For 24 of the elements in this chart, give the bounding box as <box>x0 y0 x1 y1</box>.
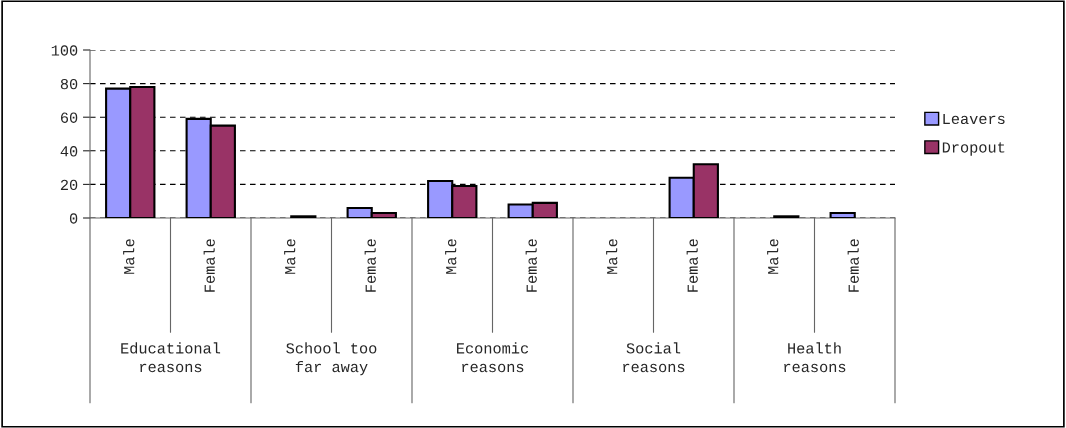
y-tick-label: 40 <box>60 146 78 157</box>
text: Economic reasons <box>457 342 529 373</box>
x-tick-label: Male <box>606 239 618 274</box>
text: Social reasons <box>623 342 685 373</box>
x-tick-label: Female <box>203 239 215 292</box>
legend-label: Leavers <box>943 113 1005 125</box>
x-tick-label: Male <box>284 239 296 274</box>
y-tick-label: 100 <box>51 45 78 56</box>
text: Educational reasons <box>121 342 221 373</box>
bar <box>829 211 856 218</box>
x-tick-label: Female <box>364 239 376 292</box>
y-tick-label: 80 <box>60 78 78 90</box>
x-tick-label: Male <box>767 239 779 274</box>
text: Health reasons <box>784 342 846 373</box>
y-tick-label: 60 <box>60 112 78 123</box>
legend-label: Dropout <box>942 142 1005 156</box>
x-tick-label: Female <box>525 239 537 292</box>
x-tick-label: Female <box>686 239 698 292</box>
x-tick-label: Male <box>123 239 135 274</box>
x-tick-label: Male <box>445 239 457 274</box>
y-tick-label: 0 <box>69 213 78 224</box>
x-tick-label: Female <box>847 239 859 292</box>
y-tick-label: 20 <box>60 179 78 191</box>
text: School too far away <box>286 342 377 376</box>
